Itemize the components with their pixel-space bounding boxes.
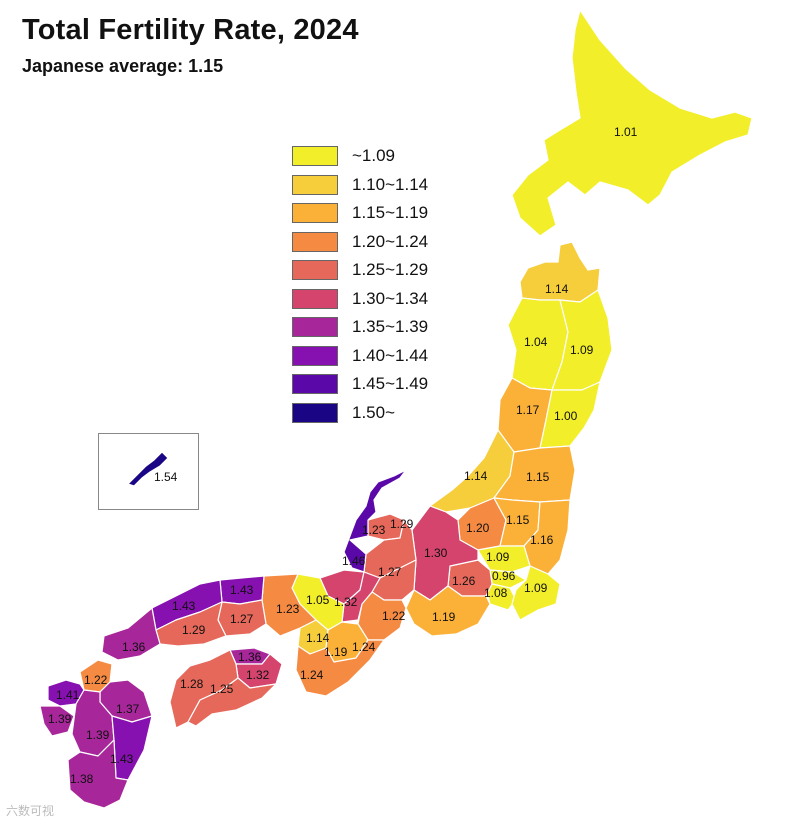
label-osaka-bay: 1.24 [352, 640, 376, 654]
legend-swatch [292, 402, 338, 423]
legend-item: 1.50~ [292, 399, 428, 428]
region-hiroshima[interactable] [155, 601, 227, 647]
legend-swatch [292, 174, 338, 195]
label-gunma: 1.20 [466, 521, 490, 535]
label-tokyo: 0.96 [492, 569, 516, 583]
label-ehime: 1.28 [180, 677, 204, 691]
label-saitama: 1.09 [486, 550, 510, 564]
label-kochi: 1.25 [210, 682, 234, 696]
okinawa-inset-frame [98, 433, 199, 510]
label-nara: 1.19 [324, 645, 348, 659]
label-kanagawa: 1.08 [484, 586, 508, 600]
watermark-text: 六数可视 [6, 804, 55, 818]
legend-label: 1.15~1.19 [352, 203, 429, 223]
label-nagasaki: 1.39 [48, 712, 72, 726]
label-yamagata: 1.17 [516, 403, 540, 417]
label-okayama: 1.27 [230, 612, 254, 626]
legend-swatch [292, 345, 338, 366]
legend-swatch [292, 231, 338, 252]
legend-item: 1.35~1.39 [292, 313, 428, 342]
label-aichi: 1.27 [378, 565, 402, 579]
legend-swatch [292, 374, 338, 395]
label-kagoshima: 1.38 [70, 772, 94, 786]
label-fukui: 1.32 [334, 595, 358, 609]
label-yamaguchi: 1.36 [122, 640, 146, 654]
label-wakayama: 1.24 [300, 668, 324, 682]
map-subtitle: Japanese average: 1.15 [22, 56, 224, 76]
legend-item: 1.15~1.19 [292, 199, 428, 228]
legend-label: 1.40~1.44 [352, 345, 429, 365]
legend-swatch [292, 317, 338, 338]
label-akita: 1.04 [524, 335, 548, 349]
label-niigata: 1.14 [464, 469, 488, 483]
label-osaka: 1.14 [306, 631, 330, 645]
label-mie: 1.22 [382, 609, 406, 623]
region-ehime[interactable] [169, 649, 239, 729]
legend-item: 1.25~1.29 [292, 256, 428, 285]
region-nagasaki[interactable] [39, 705, 75, 737]
legend-item: ~1.09 [292, 142, 428, 171]
legend-item: 1.20~1.24 [292, 228, 428, 257]
label-ibaraki: 1.16 [530, 533, 554, 547]
label-gifu: 1.29 [390, 517, 414, 531]
label-tottori: 1.43 [230, 583, 254, 597]
region-shizuoka[interactable] [405, 585, 491, 637]
legend-swatch [292, 288, 338, 309]
label-miyagi: 1.00 [554, 409, 578, 423]
legend-swatch [292, 146, 338, 167]
region-ishikawa[interactable] [343, 469, 407, 573]
legend-item: 1.10~1.14 [292, 171, 428, 200]
legend-label: 1.30~1.34 [352, 288, 429, 308]
legend-label: 1.35~1.39 [352, 317, 429, 337]
label-miyazaki: 1.43 [110, 752, 134, 766]
region-okinawa[interactable] [127, 451, 169, 487]
legend-label: 1.10~1.14 [352, 174, 429, 194]
label-hyogo: 1.23 [276, 602, 300, 616]
label-hokkaido: 1.01 [614, 125, 638, 139]
legend-label: 1.45~1.49 [352, 374, 429, 394]
label-tochigi: 1.15 [506, 513, 530, 527]
map-title: Total Fertility Rate, 2024 [22, 14, 359, 46]
label-ishikawa: 1.46 [342, 554, 366, 568]
label-chiba: 1.09 [524, 581, 548, 595]
label-yamanashi: 1.26 [452, 574, 476, 588]
label-fukushima: 1.15 [526, 470, 550, 484]
region-miyagi[interactable] [539, 381, 601, 449]
label-shizuoka: 1.19 [432, 610, 456, 624]
legend-swatch [292, 260, 338, 281]
legend-label: ~1.09 [352, 146, 396, 166]
label-kagawa: 1.36 [238, 650, 262, 664]
legend: ~1.09 1.10~1.14 1.15~1.19 1.20~1.24 1.25… [292, 142, 428, 427]
label-oita: 1.37 [116, 702, 140, 716]
label-nagano: 1.30 [424, 546, 448, 560]
label-aomori: 1.14 [545, 282, 569, 296]
region-kagoshima[interactable] [67, 739, 129, 809]
region-miyazaki[interactable] [111, 715, 153, 781]
label-hiroshima: 1.29 [182, 623, 206, 637]
label-kumamoto: 1.39 [86, 728, 110, 742]
legend-swatch [292, 203, 338, 224]
label-saga: 1.41 [56, 688, 80, 702]
region-wakayama[interactable] [295, 639, 385, 697]
legend-label: 1.25~1.29 [352, 260, 429, 280]
label-fukuoka: 1.22 [84, 673, 108, 687]
legend-item: 1.40~1.44 [292, 342, 428, 371]
label-iwate: 1.09 [570, 343, 594, 357]
region-shiga[interactable] [341, 571, 381, 623]
region-kochi[interactable] [187, 677, 277, 727]
region-chiba[interactable] [511, 565, 561, 621]
legend-item: 1.30~1.34 [292, 285, 428, 314]
legend-label: 1.50~ [352, 402, 396, 422]
label-tokushima: 1.32 [246, 668, 270, 682]
label-toyama: 1.23 [362, 523, 386, 537]
label-okinawa: 1.54 [154, 470, 178, 484]
region-yamaguchi[interactable] [101, 607, 161, 661]
label-kyoto: 1.05 [306, 593, 330, 607]
legend-item: 1.45~1.49 [292, 370, 428, 399]
region-hokkaido[interactable] [511, 9, 753, 237]
label-shimane: 1.43 [172, 599, 196, 613]
legend-label: 1.20~1.24 [352, 231, 429, 251]
